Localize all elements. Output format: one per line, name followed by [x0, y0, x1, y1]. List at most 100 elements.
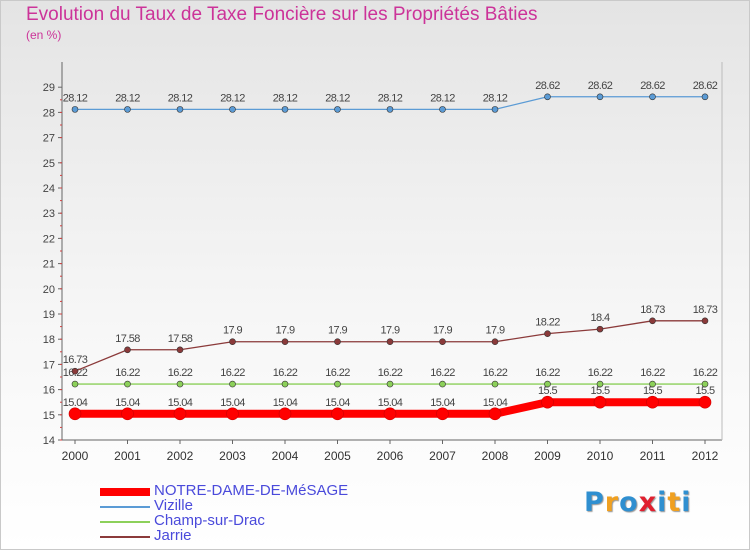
- data-point: [334, 380, 341, 388]
- data-label: 16.22: [588, 367, 613, 379]
- data-label: 15.04: [115, 397, 140, 409]
- legend-swatch: [100, 521, 150, 523]
- data-label: 28.12: [483, 92, 508, 104]
- data-label: 16.22: [378, 367, 403, 379]
- x-tick-label: 2012: [692, 449, 719, 463]
- data-point: [593, 395, 607, 409]
- data-point: [701, 380, 709, 388]
- data-point: [331, 407, 344, 421]
- logo-letter: o: [619, 487, 639, 518]
- data-label: 16.22: [430, 367, 455, 379]
- legend-label: Vizille: [154, 497, 193, 514]
- data-point: [124, 346, 131, 354]
- data-label: 28.62: [535, 80, 560, 92]
- data-point: [544, 380, 551, 388]
- data-label: 17.9: [223, 325, 242, 337]
- data-label: 17.9: [328, 325, 347, 337]
- y-tick-label: 27: [43, 133, 55, 145]
- chart-title: Evolution du Taux de Taxe Foncière sur l…: [26, 4, 538, 25]
- logo-letter: t: [667, 487, 682, 518]
- data-label: 28.12: [168, 92, 193, 104]
- data-point: [596, 380, 604, 388]
- y-tick-label: 20: [43, 284, 55, 296]
- data-label: 17.58: [168, 333, 193, 345]
- data-label: 15.04: [273, 397, 298, 409]
- data-point: [491, 338, 499, 346]
- data-point: [698, 395, 712, 409]
- y-tick-label: 22: [43, 233, 55, 245]
- legend-label: Champ-sur-Drac: [154, 512, 265, 529]
- y-tick-label: 16: [43, 385, 55, 397]
- data-point: [334, 106, 341, 113]
- data-label: 16.73: [63, 354, 88, 366]
- data-point: [226, 407, 239, 421]
- data-point: [646, 395, 659, 409]
- y-tick-label: 21: [43, 259, 55, 271]
- logo-letter: P: [584, 487, 605, 518]
- data-point: [281, 106, 289, 113]
- data-point: [544, 93, 551, 101]
- proxiti-logo: Proxiti: [584, 487, 692, 518]
- x-tick-label: 2009: [534, 449, 561, 463]
- data-label: 18.73: [640, 304, 665, 316]
- data-point: [229, 106, 236, 113]
- data-point: [596, 325, 604, 333]
- data-point: [229, 338, 236, 346]
- y-tick-label: 24: [43, 183, 55, 195]
- data-label: 28.62: [588, 80, 613, 92]
- data-point: [334, 338, 341, 346]
- data-label: 28.12: [220, 92, 245, 104]
- data-point: [649, 317, 656, 325]
- data-label: 16.22: [273, 367, 298, 379]
- data-point: [596, 93, 604, 101]
- data-label: 28.62: [693, 80, 718, 92]
- data-point: [439, 106, 446, 113]
- data-label: 16.22: [115, 367, 140, 379]
- data-label: 18.4: [590, 312, 609, 324]
- x-tick-label: 2011: [640, 449, 666, 463]
- data-point: [176, 346, 184, 354]
- data-point: [176, 380, 184, 388]
- y-tick-label: 15: [43, 410, 55, 422]
- data-label: 17.9: [433, 325, 452, 337]
- logo-letter: i: [681, 487, 692, 518]
- data-point: [439, 338, 446, 346]
- data-point: [383, 407, 397, 421]
- data-label: 17.9: [485, 325, 504, 337]
- y-tick-label: 14: [43, 435, 55, 447]
- data-label: 18.73: [693, 304, 718, 316]
- data-label: 16.22: [325, 367, 350, 379]
- data-point: [544, 330, 551, 337]
- data-point: [71, 367, 79, 375]
- data-label: 15.04: [168, 397, 193, 409]
- x-tick-label: 2004: [272, 449, 299, 463]
- x-tick-label: 2003: [219, 449, 246, 463]
- x-tick-label: 2006: [377, 449, 404, 463]
- data-label: 16.22: [168, 367, 193, 379]
- data-point: [386, 338, 394, 346]
- x-tick-label: 2002: [167, 449, 194, 463]
- data-point: [649, 380, 656, 388]
- data-point: [439, 380, 446, 388]
- data-point: [121, 407, 134, 421]
- data-label: 28.12: [378, 92, 403, 104]
- data-label: 28.12: [273, 92, 298, 104]
- data-point: [701, 317, 709, 325]
- data-label: 17.9: [275, 325, 294, 337]
- unit-label: (en %): [26, 28, 62, 42]
- data-label: 28.12: [63, 92, 88, 104]
- data-label: 16.22: [693, 367, 718, 379]
- data-point: [649, 93, 656, 101]
- legend-label: Jarrie: [154, 527, 192, 544]
- data-label: 28.12: [430, 92, 455, 104]
- data-label: 15.04: [220, 397, 245, 409]
- data-point: [173, 407, 187, 421]
- data-point: [124, 380, 131, 388]
- logo-letter: x: [638, 487, 658, 518]
- y-tick-label: 19: [43, 309, 55, 321]
- data-label: 18.22: [535, 317, 560, 329]
- data-label: 15.04: [325, 397, 350, 409]
- data-point: [278, 407, 292, 421]
